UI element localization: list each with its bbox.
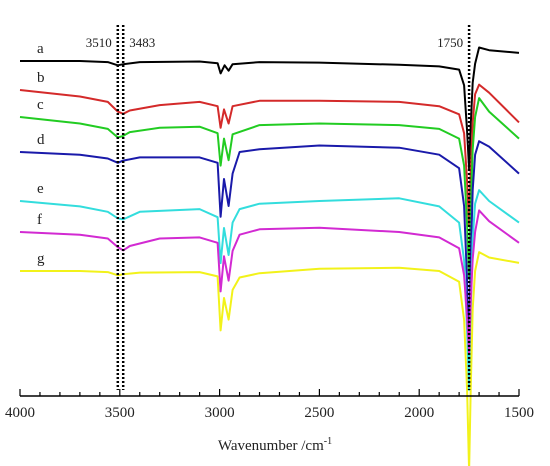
series-label-b: b <box>37 70 45 86</box>
x-tick-label-3000: 3000 <box>205 405 235 421</box>
series-line-g <box>20 251 520 466</box>
series-label-d: d <box>37 132 45 148</box>
x-tick-label-1500: 1500 <box>504 405 534 421</box>
x-axis: 4000 3500 3000 2500 2000 1500 <box>5 389 534 421</box>
series-line-a <box>20 46 520 170</box>
series-label-g: g <box>37 251 45 267</box>
annotation-label-1750: 1750 <box>437 35 463 50</box>
series-line-d <box>19 140 520 353</box>
series-line-e <box>19 189 520 391</box>
series-label-f: f <box>37 212 42 228</box>
x-axis-label-text: Wavenumber /cm <box>218 438 324 454</box>
annotation-layer: 3510 3483 1750 <box>86 25 471 390</box>
x-tick-label-4000: 4000 <box>5 405 35 421</box>
x-tick-label-2500: 2500 <box>304 405 334 421</box>
x-axis-label: Wavenumber /cm-1 <box>218 436 332 454</box>
annotation-label-3483: 3483 <box>129 35 155 50</box>
series-label-c: c <box>37 97 44 113</box>
series-label-a: a <box>37 41 44 57</box>
series-line-f <box>19 209 520 355</box>
annotation-label-3510: 3510 <box>86 35 112 50</box>
series-layer: abc d ef g <box>19 41 520 466</box>
x-tick-label-3500: 3500 <box>105 405 135 421</box>
x-tick-label-2000: 2000 <box>404 405 434 421</box>
series-line-b <box>19 83 520 226</box>
series-label-e: e <box>37 181 44 197</box>
series-line-c <box>19 97 520 280</box>
x-axis-label-superscript: -1 <box>324 436 332 447</box>
